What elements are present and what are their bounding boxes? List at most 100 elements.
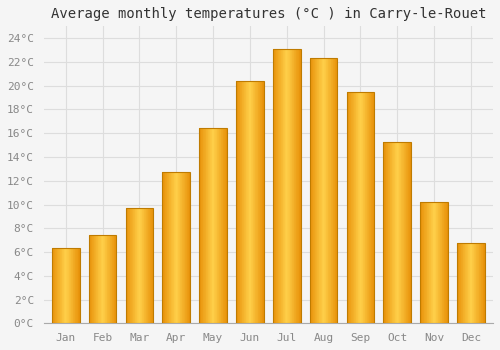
Bar <box>470 243 471 323</box>
Bar <box>457 243 485 323</box>
Bar <box>408 141 409 323</box>
Bar <box>115 236 116 323</box>
Bar <box>74 248 76 323</box>
Bar <box>96 236 97 323</box>
Bar <box>292 49 293 323</box>
Bar <box>460 243 462 323</box>
Bar <box>126 208 127 323</box>
Bar <box>327 58 328 323</box>
Bar <box>436 202 437 323</box>
Bar <box>89 236 117 323</box>
Bar <box>225 128 226 323</box>
Bar <box>362 92 363 323</box>
Bar <box>311 58 312 323</box>
Bar <box>179 173 180 323</box>
Bar <box>336 58 338 323</box>
Bar <box>457 243 458 323</box>
Bar <box>475 243 476 323</box>
Bar <box>60 248 61 323</box>
Bar <box>212 128 213 323</box>
Bar <box>222 128 223 323</box>
Bar <box>174 173 175 323</box>
Bar <box>480 243 482 323</box>
Bar <box>407 141 408 323</box>
Bar <box>184 173 186 323</box>
Bar <box>432 202 434 323</box>
Bar <box>392 141 393 323</box>
Bar <box>162 173 163 323</box>
Bar <box>261 81 262 323</box>
Bar <box>65 248 66 323</box>
Bar <box>435 202 436 323</box>
Bar <box>294 49 295 323</box>
Bar <box>186 173 188 323</box>
Bar <box>180 173 181 323</box>
Bar <box>62 248 63 323</box>
Bar <box>56 248 57 323</box>
Bar <box>425 202 426 323</box>
Bar <box>132 208 133 323</box>
Bar <box>172 173 173 323</box>
Bar <box>144 208 145 323</box>
Bar <box>240 81 241 323</box>
Title: Average monthly temperatures (°C ) in Carry-le-Rouet: Average monthly temperatures (°C ) in Ca… <box>50 7 486 21</box>
Bar <box>78 248 79 323</box>
Bar <box>424 202 425 323</box>
Bar <box>364 92 366 323</box>
Bar <box>133 208 134 323</box>
Bar <box>58 248 59 323</box>
Bar <box>226 128 227 323</box>
Bar <box>287 49 288 323</box>
Bar <box>255 81 256 323</box>
Bar <box>76 248 77 323</box>
Bar <box>243 81 244 323</box>
Bar <box>99 236 100 323</box>
Bar <box>238 81 239 323</box>
Bar <box>63 248 64 323</box>
Bar <box>216 128 218 323</box>
Bar <box>360 92 361 323</box>
Bar <box>447 202 448 323</box>
Bar <box>188 173 190 323</box>
Bar <box>239 81 240 323</box>
Bar <box>298 49 299 323</box>
Bar <box>354 92 355 323</box>
Bar <box>359 92 360 323</box>
Bar <box>102 236 104 323</box>
Bar <box>297 49 298 323</box>
Bar <box>288 49 289 323</box>
Bar <box>151 208 152 323</box>
Bar <box>150 208 151 323</box>
Bar <box>331 58 332 323</box>
Bar <box>398 141 400 323</box>
Bar <box>52 248 54 323</box>
Bar <box>366 92 368 323</box>
Bar <box>178 173 179 323</box>
Bar <box>109 236 110 323</box>
Bar <box>478 243 479 323</box>
Bar <box>370 92 371 323</box>
Bar <box>321 58 322 323</box>
Bar <box>355 92 356 323</box>
Bar <box>358 92 359 323</box>
Bar <box>274 49 275 323</box>
Bar <box>351 92 352 323</box>
Bar <box>66 248 67 323</box>
Bar <box>373 92 374 323</box>
Bar <box>52 248 80 323</box>
Bar <box>384 141 385 323</box>
Bar <box>441 202 442 323</box>
Bar <box>323 58 324 323</box>
Bar <box>372 92 373 323</box>
Bar <box>332 58 334 323</box>
Bar <box>100 236 101 323</box>
Bar <box>145 208 146 323</box>
Bar <box>459 243 460 323</box>
Bar <box>400 141 402 323</box>
Bar <box>371 92 372 323</box>
Bar <box>396 141 398 323</box>
Bar <box>175 173 176 323</box>
Bar <box>402 141 403 323</box>
Bar <box>356 92 357 323</box>
Bar <box>61 248 62 323</box>
